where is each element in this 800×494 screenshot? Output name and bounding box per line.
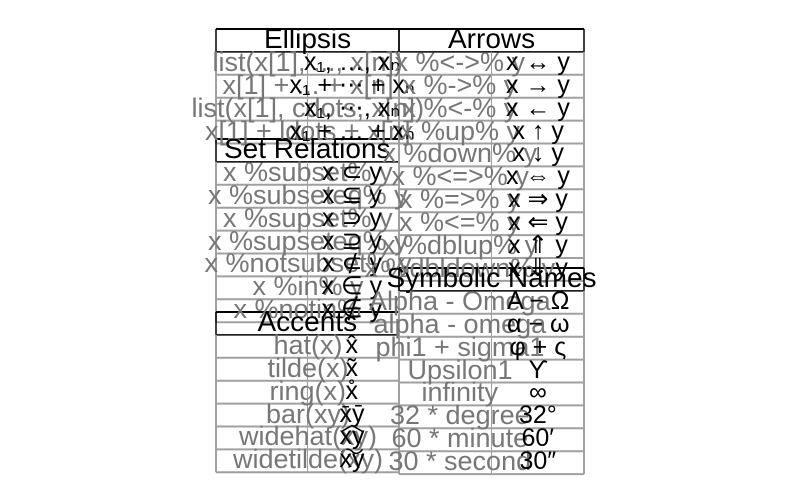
accents-row-code: widehat(xy) (239, 421, 378, 452)
accents-row-code: widetilde(xy) (233, 444, 384, 475)
symbolic_names-row-code: Upsilon1 (407, 354, 513, 385)
set_relations-row-render: x ⊇ y (322, 226, 382, 255)
arrows-row-render: x ↓ y (512, 139, 564, 168)
set_relations-row-render: x ⊃ y (322, 203, 382, 232)
set_relations-row-code: x %subseteq% y (208, 179, 408, 210)
set_relations-row-code: x %supseteq% y (208, 225, 408, 256)
symbolic_names-row-code: 32 * degree (390, 400, 530, 431)
arrows-row-render: x ⇔ y (506, 162, 570, 191)
accents-row-code: hat(x) (273, 329, 343, 360)
symbolic_names-row-render: 30″ (519, 447, 557, 476)
arrows-row-code: x %<-% y (402, 92, 518, 123)
ellipsis-row-code: list(x[1], ..., x[n]) (212, 46, 404, 77)
arrows-row-code: x %down% y (382, 138, 538, 169)
arrows-panel-title: Arrows (448, 23, 536, 55)
symbolic_names-row-render: α − ω (507, 309, 570, 338)
arrows-row-code: x %dbldown% y (364, 252, 556, 283)
arrows-row-code: x %<=>% y (391, 161, 529, 192)
set_relations-row-render: x ⊄ y (322, 249, 382, 278)
ellipsis-row-code: list(x[1], cdots, x[n]) (191, 92, 425, 123)
accents-row-code: bar(xy) (266, 398, 351, 429)
set_relations-row-render: x ∈ y (321, 272, 383, 301)
ellipsis-row-render: x₁ + … + xₙ (289, 116, 415, 145)
set_relations-row-code: x %in% y (252, 271, 364, 302)
set_relations-row-code: x %supset% y (223, 202, 393, 233)
symbolic_names-row-render: 32° (519, 401, 557, 430)
symbolic_names-row-render: ϒ (528, 355, 548, 384)
arrows-row-code: x %dblup% y (382, 230, 539, 261)
symbolic_names-panel-title: Symbolic Names (386, 262, 597, 294)
arrows-row-render: x ↔ y (506, 47, 570, 76)
arrows-row-code: x %<->% y (394, 46, 526, 77)
accents-row-code: tilde(x) (267, 352, 349, 383)
symbolic_names-row-code: 30 * second (388, 446, 532, 477)
symbolic_names-row-render: Α − Ω (507, 286, 570, 315)
symbolic_names-row-code: alpha - omega (373, 308, 547, 339)
arrows-row-render: x ⇑ y (508, 231, 568, 260)
widehat-accent-mark (341, 424, 363, 433)
accents-row-render: x̊ (345, 376, 359, 405)
ellipsis-row-code: x[1] + ldots + x[n] (205, 115, 411, 146)
set_relations-row-render: x ⊂ y (322, 157, 382, 186)
set_relations-row-render: x ⊆ y (322, 180, 382, 209)
accents-row-render: x̂ (345, 330, 359, 359)
arrows-row-render: x → y (506, 70, 570, 99)
accents-panel-title: Accents (257, 306, 358, 338)
arrows-row-code: x %->% y (402, 69, 518, 100)
arrows-row-render: x ↑ y (512, 116, 564, 145)
symbolic_names-row-code: Alpha - Omega (369, 285, 551, 316)
set_relations-panel-title: Set Relations (224, 133, 391, 165)
symbolic_names-row-render: 60′ (521, 424, 555, 453)
set_relations-row-code: x %notin% y (233, 294, 383, 325)
arrows-row-render: x ⇐ y (508, 208, 568, 237)
ellipsis-row-render: x₁ + ⋯ + xₙ (289, 70, 415, 99)
symbolic_names-row-render: φ + ς (509, 332, 567, 361)
widetilde-accent-mark (340, 448, 364, 455)
accents-row-render: xy (339, 445, 365, 474)
symbolic_names-row-code: 60 * minute (391, 423, 529, 454)
arrows-row-render: x ⇓ y (508, 253, 568, 282)
arrows-row-render: x ⇒ y (508, 185, 568, 214)
symbolic_names-row-render: ∞ (529, 378, 547, 407)
accents-row-code: ring(x) (269, 375, 347, 406)
set_relations-row-render: x ∉ y (321, 295, 383, 324)
arrows-row-render: x ← y (506, 93, 570, 122)
ellipsis-row-render: x₁, …, xₙ (304, 47, 401, 76)
set_relations-row-code: x %subset% y (223, 156, 393, 187)
ellipsis-row-render: x₁, ⋯, xₙ (304, 93, 401, 122)
accents-row-render: xy (339, 422, 365, 451)
symbolic_names-row-code: phi1 + sigma1 (375, 331, 545, 362)
symbolic_names-row-code: infinity (421, 377, 499, 408)
accents-row-render: x̃ (345, 353, 359, 382)
arrows-row-code: x %<=% y (399, 207, 521, 238)
ellipsis-row-code: x[1] + ... + x[n] (222, 69, 394, 100)
set_relations-row-code: x %notsubset% y (204, 248, 412, 279)
arrows-row-code: x %=>% y (399, 184, 521, 215)
arrows-row-code: x %up% y (400, 115, 521, 146)
ellipsis-panel-title: Ellipsis (264, 23, 352, 55)
accents-row-render: x̄ȳ (339, 399, 365, 428)
